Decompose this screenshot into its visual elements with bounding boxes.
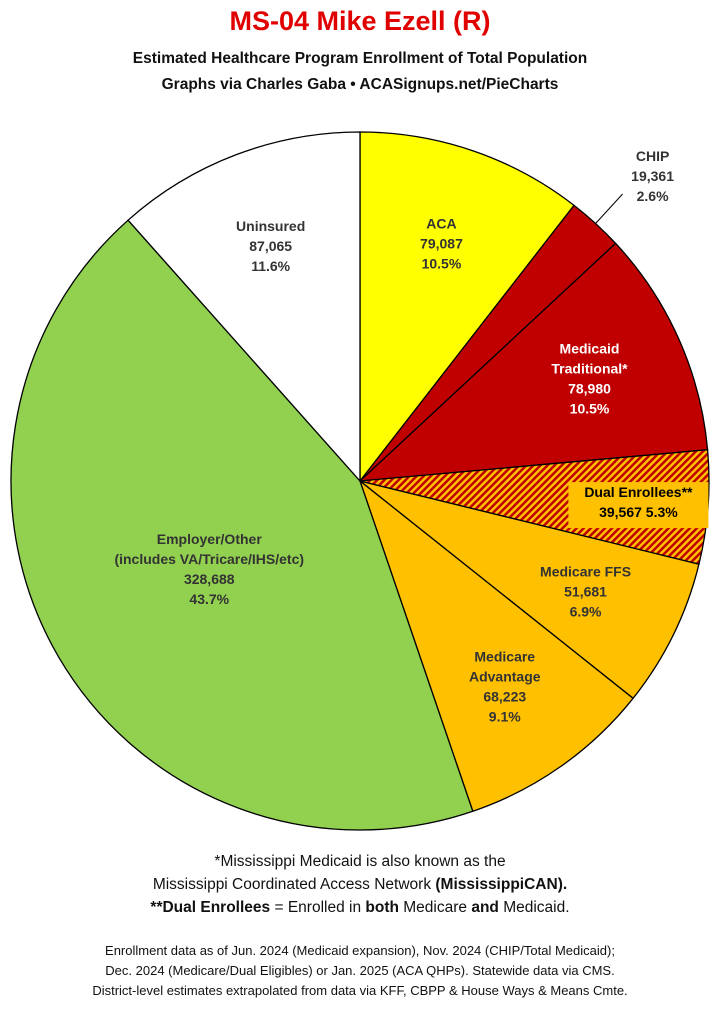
slice-label-uninsured-2: 11.6% bbox=[251, 258, 290, 274]
pie-chart: ACA 79,087 10.5% CHIP 19,361 2.6% Medicaid Trad… bbox=[10, 131, 710, 831]
pie-slice-medicare bbox=[358, 479, 635, 813]
slice-label-chip-1: 19,361 bbox=[631, 168, 674, 184]
slice-label-employer-other-1: (includes VA/Tricare/IHS/etc) bbox=[114, 551, 304, 567]
pie-slice-uninsured bbox=[127, 131, 361, 483]
pie-slice-medicaid bbox=[358, 242, 709, 482]
slice-label-employer-other-2: 328,688 bbox=[184, 571, 235, 587]
source-note-2: Dec. 2024 (Medicare/Dual Eligibles) or J… bbox=[105, 963, 615, 978]
slice-label-medicare-0: Medicare bbox=[474, 648, 535, 664]
footnote-medicaid: *Mississippi Medicaid is also known as t… bbox=[214, 853, 506, 870]
slice-label-medicare-3: 9.1% bbox=[489, 708, 521, 724]
leader-line-chip bbox=[595, 193, 623, 224]
chart-credit: Graphs via Charles Gaba • ACASignups.net… bbox=[161, 76, 559, 93]
slice-label-chip-2: 2.6% bbox=[637, 188, 669, 204]
slice-label-dual-enrollees-1: 39,567 5.3% bbox=[599, 504, 678, 520]
slice-label-medicaid-3: 10.5% bbox=[570, 401, 610, 417]
slice-label-medicaid-1: Traditional* bbox=[551, 361, 628, 377]
pie-slice-aca bbox=[359, 131, 575, 483]
slice-label-medicare-2: 68,223 bbox=[483, 688, 526, 704]
dual-enrollees-label-box bbox=[568, 482, 709, 529]
slice-label-uninsured-0: Uninsured bbox=[236, 218, 305, 234]
slice-label-medicare-ffs-1: 51,681 bbox=[564, 584, 607, 600]
source-note-3: District-level estimates extrapolated fr… bbox=[92, 983, 628, 998]
slice-label-employer-other-3: 43.7% bbox=[189, 591, 229, 607]
slice-label-medicare-ffs-2: 6.9% bbox=[570, 604, 602, 620]
slice-label-aca-0: ACA bbox=[426, 215, 456, 231]
slice-label-aca-2: 10.5% bbox=[422, 255, 462, 271]
chart-title: MS-04 Mike Ezell (R) bbox=[229, 6, 491, 36]
footnote-dual-enrollees: **Dual Enrollees = Enrolled in both Medi… bbox=[150, 899, 570, 916]
source-note-1: Enrollment data as of Jun. 2024 (Medicai… bbox=[105, 943, 615, 958]
pie-slice-employer-other bbox=[10, 219, 474, 831]
slice-label-uninsured-1: 87,065 bbox=[249, 238, 292, 254]
slice-label-medicaid-2: 78,980 bbox=[568, 381, 611, 397]
slice-label-medicaid-0: Medicaid bbox=[560, 341, 620, 357]
chart-subtitle: Estimated Healthcare Program Enrollment … bbox=[132, 50, 588, 67]
slice-label-employer-other-0: Employer/Other bbox=[157, 531, 263, 547]
slice-label-medicare-1: Advantage bbox=[469, 668, 541, 684]
slice-label-dual-enrollees-0: Dual Enrollees** bbox=[584, 484, 693, 500]
slice-label-chip-0: CHIP bbox=[636, 148, 669, 164]
slice-label-aca-1: 79,087 bbox=[420, 235, 463, 251]
pie-slice-medicare-ffs bbox=[359, 480, 700, 700]
slice-label-medicare-ffs-0: Medicare FFS bbox=[540, 564, 631, 580]
footnote-mississippican: Mississippi Coordinated Access Network (… bbox=[152, 876, 568, 893]
